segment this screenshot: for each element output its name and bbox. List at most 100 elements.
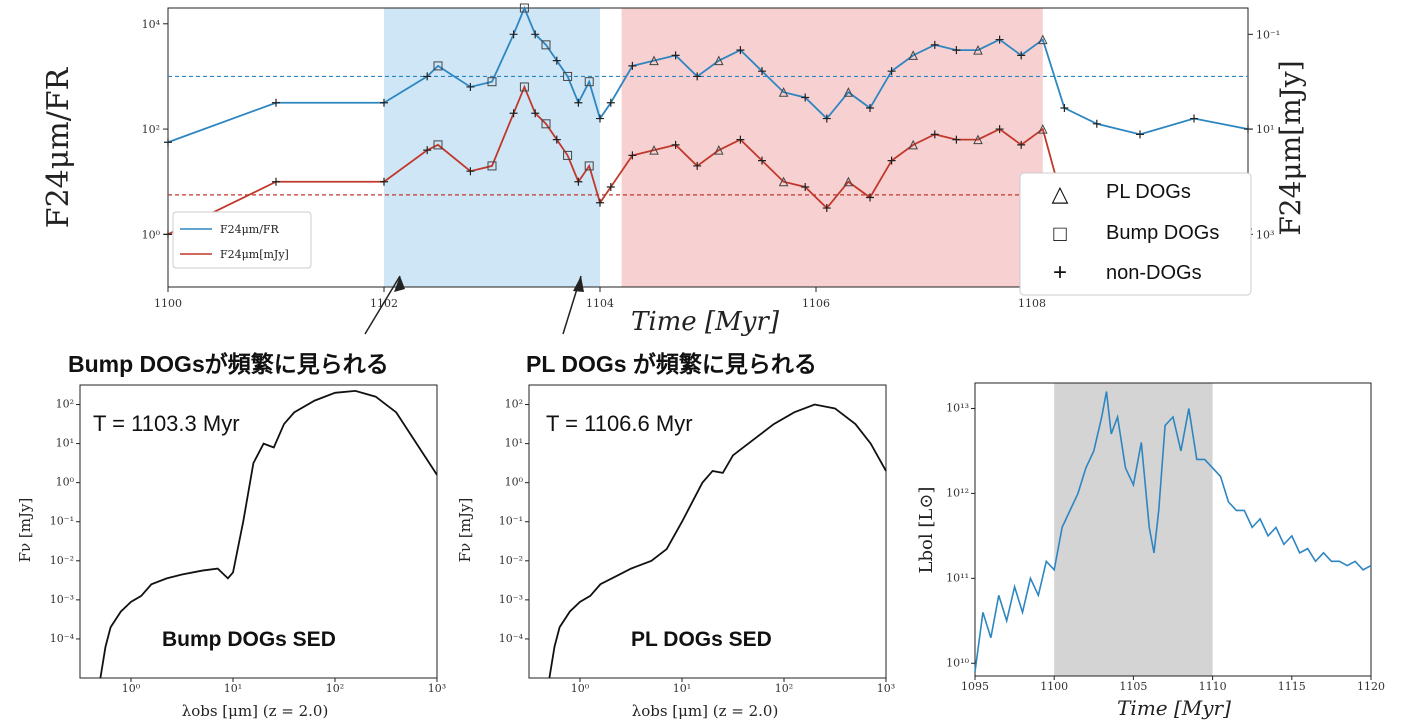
non-dog-marker [671, 140, 680, 149]
y-tick-label: 10¹ [505, 437, 523, 450]
non-dog-marker [887, 67, 896, 76]
y-tick-label: 10⁻² [50, 554, 74, 567]
pl-caption: PL DOGs が頻繁に見られる [526, 351, 817, 377]
non-dog-marker [995, 125, 1004, 134]
pl-marker [649, 55, 659, 66]
pl-marker [713, 55, 724, 66]
y-tick-label: 10⁻³ [499, 593, 523, 606]
x-tick-label: 1115 [1278, 680, 1306, 693]
arrow-bump-line [364, 275, 401, 335]
non-dog-marker [1060, 104, 1069, 113]
x-tick-label: 10² [326, 682, 344, 695]
legend-pl-dogs: PL DOGs [1106, 181, 1191, 203]
lbol-shaded-region-0 [1054, 383, 1213, 676]
non-dog-marker [930, 40, 939, 49]
sed-pl-frame [528, 384, 887, 679]
y-right-tick-label: 10¹ [1256, 123, 1274, 136]
non-dog-marker [606, 98, 615, 107]
x-tick-label: 1106 [802, 297, 830, 310]
x-tick-label: 10⁰ [122, 682, 141, 695]
outer-legend-box [1019, 172, 1252, 296]
outer-legend: △ PL DOGs □ Bump DOGs + non-DOGs [1019, 172, 1252, 296]
main-plot-frame [167, 7, 1249, 288]
non-dog-marker [1017, 51, 1026, 60]
pl-marker [843, 176, 854, 187]
y-tick-label: 10⁰ [505, 476, 524, 489]
non-dog-marker [866, 104, 874, 113]
x-tick-label: 1120 [1357, 680, 1385, 693]
non-dog-marker [380, 98, 388, 107]
x-tick-label: 10¹ [224, 682, 242, 695]
non-dog-marker [822, 114, 831, 123]
non-dog-marker [1092, 119, 1101, 128]
non-dog-marker [693, 161, 702, 170]
shaded-region-0 [384, 8, 600, 287]
non-dog-marker [671, 51, 680, 60]
non-dog-marker [466, 167, 475, 176]
main-ylabel-right: F24μm[mJy] [1274, 60, 1307, 235]
sed-pl-ylabel: Fν [mJy] [456, 498, 474, 563]
y-tick-label: 10² [56, 398, 74, 411]
y-tick-label: 10¹³ [946, 401, 969, 414]
arrow-pl-head-icon [573, 276, 584, 292]
non-dog-marker [272, 177, 280, 186]
non-dog-marker [574, 177, 583, 186]
inner-legend-ratio-label: F24μm/FR [220, 223, 280, 236]
x-tick-label: 1104 [586, 297, 614, 310]
non-dog-marker [466, 82, 475, 91]
sed-bump-ylabel: Fν [mJy] [16, 498, 34, 563]
pl-marker [973, 44, 983, 55]
sed-bump-chart: 10⁰ 10¹ 10² 10³ 10⁻⁴ 10⁻³ 10⁻² 10⁻¹ 10⁰ 10¹ 10² T … [16, 384, 446, 720]
bump-marker [487, 161, 497, 171]
bump-marker [584, 77, 594, 87]
bump-marker [541, 40, 551, 50]
lbol-shaded-regions [1054, 383, 1213, 676]
pl-marker [908, 139, 919, 150]
lbol-frame [974, 382, 1372, 677]
non-dog-marker [628, 61, 637, 70]
non-dog-marker [574, 98, 583, 107]
legend-non-dogs: non-DOGs [1106, 262, 1202, 284]
bump-marker [519, 3, 529, 13]
sed-pl-ticks: 10⁰ 10¹ 10² 10³ 10⁻⁴ 10⁻³ 10⁻² 10⁻¹ 10⁰ 10¹ 10² [499, 398, 895, 695]
x-tick-label: 1108 [1018, 297, 1046, 310]
bump-marker [541, 119, 551, 129]
sed-bump-label: Bump DOGs SED [162, 628, 336, 651]
non-dog-marker [1190, 114, 1198, 123]
y-tick-label: 10⁻³ [50, 593, 74, 606]
non-dog-marker [1136, 130, 1144, 139]
lbol-line [974, 391, 1372, 672]
bump-marker [563, 150, 573, 160]
non-dog-marker [272, 98, 280, 107]
non-dog-marker [552, 56, 561, 65]
sed-pl-time: T = 1106.6 Myr [546, 411, 693, 436]
non-dog-marker [596, 198, 604, 207]
non-dog-marker [822, 204, 831, 213]
inner-legend: F24μm/FR F24μm[mJy] [172, 211, 312, 269]
series-line-0 [167, 5, 1249, 144]
y-ticks-left: 10⁰ 10² 10⁴ [142, 18, 168, 241]
pl-marker [1037, 34, 1048, 45]
main-xlabel: Time [Myr] [631, 307, 780, 337]
x-tick-label: 10³ [428, 682, 446, 695]
non-dog-marker [423, 146, 432, 155]
x-ticks: 11001102110411061108 [154, 287, 1046, 310]
y-tick-label: 10⁴ [142, 18, 161, 31]
y-tick-label: 10¹⁰ [946, 656, 969, 669]
shaded-region-1 [621, 8, 1043, 287]
pl-marker [778, 87, 789, 97]
non-dog-marker [531, 30, 540, 39]
shaded-regions [384, 8, 1043, 287]
annotation-arrows [364, 275, 584, 335]
bump-dogs-marker-icon: □ [1053, 221, 1066, 246]
non-dog-marker [930, 130, 939, 139]
y-right-tick-label: 10⁻¹ [1256, 28, 1280, 41]
bump-caption: Bump DOGsが頻繁に見られる [68, 351, 389, 377]
non-dogs-marker-icon: + [1053, 259, 1067, 286]
x-tick-label: 1105 [1119, 680, 1147, 693]
sed-pl-label: PL DOGs SED [631, 628, 772, 651]
y-right-tick-label: 10³ [1256, 228, 1274, 241]
pl-marker [778, 176, 789, 187]
x-tick-label: 1110 [1199, 680, 1227, 693]
